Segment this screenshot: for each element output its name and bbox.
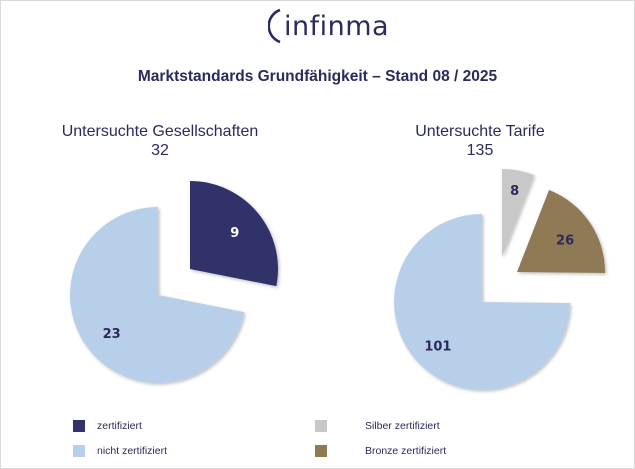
legend-swatch: [315, 445, 327, 457]
chart-2-subtitle-text: Untersuchte Tarife: [415, 123, 545, 140]
pie-slice: [190, 181, 278, 287]
legend-item-nicht-zertifiziert: nicht zertifiziert: [73, 445, 167, 457]
pie-slice-label: 101: [424, 340, 451, 355]
chart-2-subtitle: Untersuchte Tarife 135: [380, 122, 580, 160]
pie-slice: [517, 190, 605, 274]
legend-label: nicht zertifiziert: [97, 445, 168, 457]
chart-1-subtitle-text: Untersuchte Gesellschaften: [61, 123, 259, 140]
chart-1-subtitle: Untersuchte Gesellschaften 32: [40, 122, 280, 160]
pie-slice-label: 26: [556, 234, 574, 249]
legend-item-bronze: Bronze zertifiziert: [315, 445, 446, 457]
chart-1-total: 32: [151, 142, 169, 159]
pie-slice: [393, 214, 570, 390]
pie-chart-tarife: 8 26 101: [393, 169, 605, 390]
legend-swatch: [73, 445, 85, 457]
pie-slice: [70, 207, 245, 383]
page-title: Marktstandards Grundfähigkeit – Stand 08…: [137, 68, 498, 85]
legend-swatch: [315, 420, 327, 432]
legend-swatch: [73, 420, 85, 432]
legend-label: Silber zertifiziert: [365, 420, 440, 432]
legend-label: zertifiziert: [97, 420, 142, 432]
pie-chart-gesellschaften: 9 23: [70, 181, 278, 383]
legend-item-silber: Silber zertifiziert: [315, 420, 440, 432]
pie-slice-label: 8: [510, 184, 519, 199]
pie-slice: [502, 169, 535, 257]
pie-slice-label: 23: [103, 327, 121, 342]
legend-label: Bronze zertifiziert: [365, 445, 447, 457]
chart-2-total: 135: [466, 142, 494, 159]
legend-item-zertifiziert: zertifiziert: [73, 420, 142, 432]
pie-slice-label: 9: [230, 226, 239, 241]
infinma-logo: infinma: [268, 6, 389, 46]
logo-text: infinma: [284, 10, 390, 42]
logo-arc-icon: [268, 8, 281, 44]
